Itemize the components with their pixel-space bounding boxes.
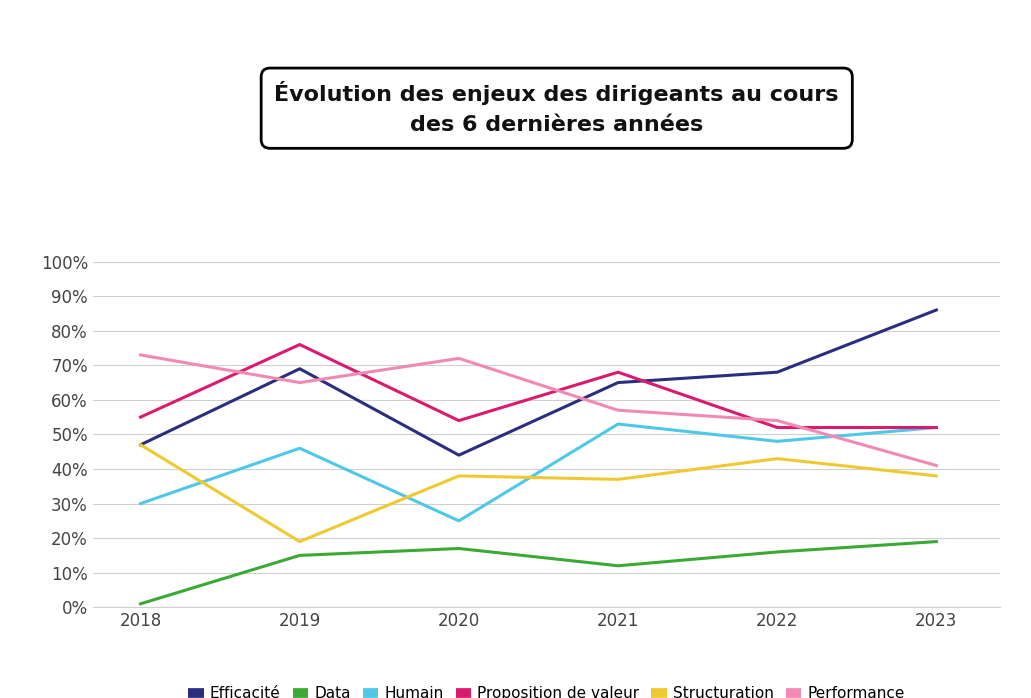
Legend: Efficacité, Data, Humain, Proposition de valeur, Structuration, Performance: Efficacité, Data, Humain, Proposition de… — [182, 681, 910, 698]
Text: Évolution des enjeux des dirigeants au cours
des 6 dernières années: Évolution des enjeux des dirigeants au c… — [274, 82, 839, 135]
